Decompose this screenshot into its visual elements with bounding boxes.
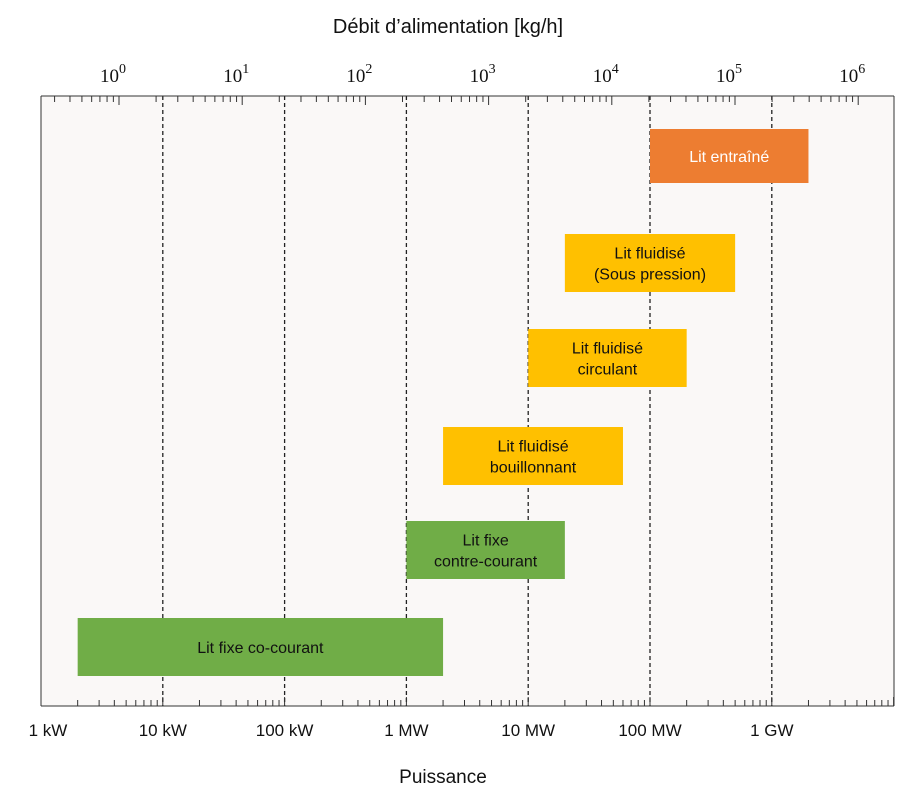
top-tick-label-6: 106 bbox=[839, 62, 865, 87]
bottom-tick-label-3: 1 MW bbox=[384, 721, 428, 740]
top-tick-label-0: 100 bbox=[100, 62, 126, 87]
bottom-tick-label-6: 1 GW bbox=[750, 721, 793, 740]
bar-rect-4 bbox=[406, 521, 565, 579]
bottom-tick-label-1: 10 kW bbox=[139, 721, 187, 740]
plot-frame bbox=[40, 95, 895, 707]
gridlines bbox=[162, 96, 773, 706]
bar-label-1: Lit fluidisé (Sous pression) bbox=[594, 246, 706, 284]
bar-3: Lit fluidisé bouillonnant bbox=[443, 427, 623, 485]
bars-group: Lit entraîné Lit fluidisé (Sous pression) L… bbox=[77, 129, 809, 676]
top-tick-label-5: 105 bbox=[716, 62, 742, 87]
top-tick-label-1: 101 bbox=[223, 62, 249, 87]
bar-label-5: Lit fixe co-courant bbox=[197, 640, 324, 657]
bar-rect-1 bbox=[564, 234, 736, 292]
x-axis-label: Puissance bbox=[399, 767, 487, 788]
bottom-tick-label-5: 100 MW bbox=[618, 721, 681, 740]
bar-label-0: Lit entraîné bbox=[689, 149, 769, 166]
bar-rect-2 bbox=[528, 329, 687, 387]
top-axis: 100 101 102 103 104 105 106 bbox=[54, 62, 865, 105]
bar-label-3: Lit fluidisé bouillonnant bbox=[490, 439, 577, 477]
bar-0: Lit entraîné bbox=[650, 129, 809, 183]
bottom-tick-label-0: 1 kW bbox=[29, 721, 68, 740]
plot-background bbox=[41, 96, 894, 706]
bottom-tick-label-4: 10 MW bbox=[501, 721, 555, 740]
bar-rect-0 bbox=[650, 129, 809, 183]
chart-title: Débit d’alimentation [kg/h] bbox=[333, 16, 563, 38]
bar-2: Lit fluidisé circulant bbox=[528, 329, 687, 387]
top-tick-label-2: 102 bbox=[346, 62, 372, 87]
bar-4: Lit fixe contre-courant bbox=[406, 521, 565, 579]
bottom-axis: 1 kW 10 kW 100 kW 1 MW 10 MW 100 MW 1 GW bbox=[29, 697, 895, 740]
bar-1: Lit fluidisé (Sous pression) bbox=[564, 234, 736, 292]
top-tick-label-3: 103 bbox=[470, 62, 496, 87]
bar-5: Lit fixe co-courant bbox=[77, 618, 444, 676]
bar-rect-3 bbox=[443, 427, 623, 485]
bar-label-4: Lit fixe contre-courant bbox=[434, 533, 538, 571]
bar-label-2: Lit fluidisé circulant bbox=[572, 341, 643, 379]
bottom-tick-label-2: 100 kW bbox=[256, 721, 314, 740]
top-tick-label-4: 104 bbox=[593, 62, 619, 87]
bar-rect-5 bbox=[77, 618, 444, 676]
